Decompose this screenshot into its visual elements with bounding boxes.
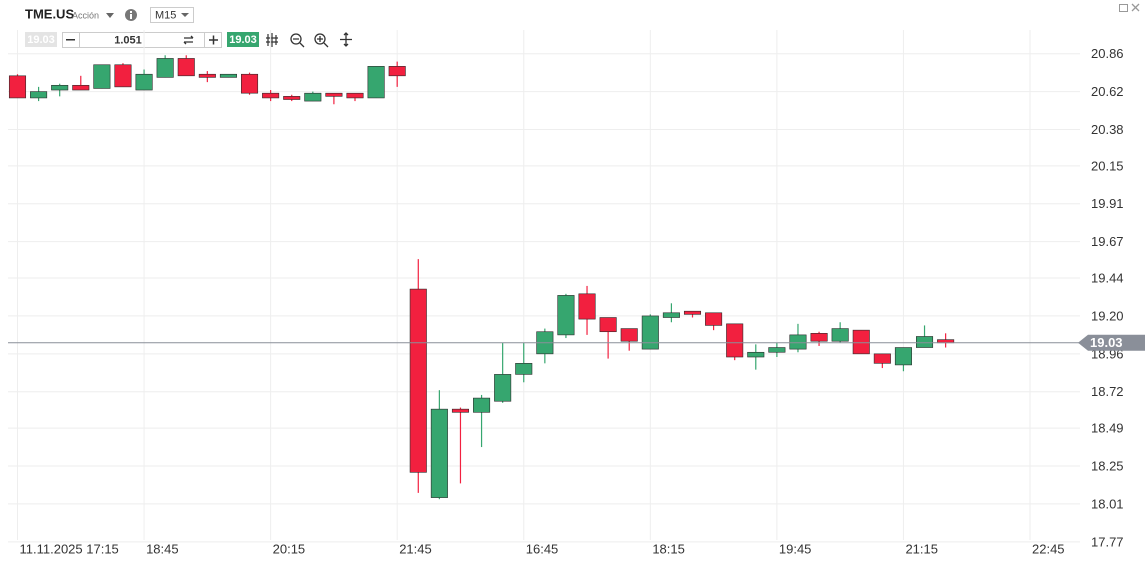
zoom-in-glyph — [317, 36, 329, 48]
candle-body — [241, 73, 259, 94]
candle-body — [578, 293, 596, 320]
price-tag — [1078, 334, 1145, 351]
candle-body — [451, 408, 469, 413]
dropdown-arrow[interactable] — [106, 13, 114, 18]
candle-body — [198, 73, 216, 78]
sell-price: 19.03 — [27, 34, 55, 46]
y-tick-label: 19.20 — [1091, 308, 1124, 323]
y-tick-label: 18.49 — [1091, 421, 1124, 436]
sell-button[interactable] — [25, 32, 57, 47]
candle-body — [494, 374, 512, 402]
close-button[interactable] — [1131, 3, 1140, 12]
candle-body — [409, 288, 427, 473]
timeframe-select[interactable] — [150, 7, 194, 23]
buy-price: 19.03 — [229, 34, 257, 46]
candle-body — [873, 353, 891, 364]
y-tick-label: 19.91 — [1091, 196, 1124, 211]
y-tick-label: 19.44 — [1091, 270, 1124, 285]
candle-body — [283, 96, 301, 100]
info-glyph — [130, 14, 132, 19]
candle-body — [325, 92, 343, 97]
candle-body — [641, 315, 659, 350]
candle-body — [726, 323, 744, 358]
candle-body — [51, 84, 69, 91]
candle-body — [831, 328, 849, 342]
volume-box[interactable] — [62, 32, 222, 48]
candle-body — [810, 333, 828, 342]
swap-icon[interactable] — [183, 35, 194, 45]
buy-button[interactable] — [227, 32, 259, 47]
y-tick-label: 20.38 — [1091, 122, 1124, 137]
candle-body — [114, 64, 132, 88]
y-tick-label: 19.67 — [1091, 234, 1124, 249]
plus-button[interactable] — [209, 35, 218, 45]
volume[interactable]: 1.051 — [114, 34, 142, 46]
x-tick-label: 18:45 — [146, 541, 179, 556]
plot-area: 20.86 20.62 20.38 20.15 19.91 19.67 19.44 19.20… — [8, 30, 1145, 556]
candle-body — [515, 363, 533, 375]
candle-body — [599, 317, 617, 333]
candle-body — [705, 312, 723, 326]
instrument-type: Acción — [72, 10, 99, 20]
candle-body — [620, 328, 638, 342]
timeframe: M15 — [155, 9, 176, 21]
candle-body — [30, 91, 48, 99]
candle-body — [662, 312, 680, 318]
candle-body — [557, 295, 575, 336]
y-tick-label: 18.25 — [1091, 458, 1124, 473]
chart-type-icon[interactable] — [266, 33, 278, 47]
dropdown-arrow — [181, 13, 189, 17]
candle-body — [346, 92, 364, 99]
y-tick-label: 18.72 — [1091, 384, 1124, 399]
candle-body — [156, 58, 174, 78]
candle-body — [135, 73, 153, 91]
window-button[interactable] — [1119, 4, 1128, 12]
candle-body — [747, 351, 765, 358]
candle-body — [388, 66, 406, 77]
candle-body — [852, 329, 870, 355]
candle-body — [473, 397, 491, 413]
candle-body — [177, 58, 195, 77]
zoom-out-icon[interactable] — [290, 33, 302, 45]
y-tick-label: 20.62 — [1091, 84, 1124, 99]
candle-body — [367, 66, 385, 99]
candle-body — [894, 347, 912, 366]
zoom-out-glyph — [293, 38, 305, 48]
x-tick-label: 16:45 — [526, 541, 559, 556]
candle-body — [219, 73, 237, 78]
y-tick-label: 20.86 — [1091, 46, 1124, 61]
minus-button[interactable] — [66, 39, 75, 41]
candle-body — [93, 64, 111, 89]
x-tick-label: 19:45 — [779, 541, 812, 556]
candle-body — [304, 92, 322, 102]
y-tick-label: 20.15 — [1091, 158, 1124, 173]
candle-body — [72, 84, 90, 91]
candle-body — [262, 92, 280, 99]
candle-body — [916, 336, 934, 348]
y-tick-label: 18.01 — [1091, 496, 1124, 511]
candle-body — [768, 347, 786, 353]
zoom-in-icon[interactable] — [314, 33, 326, 45]
price-tag-label: 19.03 — [1090, 335, 1123, 350]
candle-body — [683, 310, 702, 315]
pan-icon[interactable] — [340, 32, 352, 47]
info-glyph — [130, 11, 132, 13]
symbol[interactable]: TME.US — [25, 6, 74, 21]
candle-body — [430, 408, 448, 498]
x-tick-label: 18:15 — [652, 541, 685, 556]
x-tick-label: 11.11.2025 17:15 — [20, 541, 119, 556]
x-tick-label: 21:45 — [399, 541, 432, 556]
candle-body — [8, 75, 27, 99]
x-tick-label: 20:15 — [273, 541, 306, 556]
x-tick-label: 22:45 — [1032, 541, 1065, 556]
x-tick-label: 21:15 — [905, 541, 938, 556]
y-tick-label: 17.77 — [1091, 534, 1124, 549]
candle-body — [789, 334, 807, 350]
